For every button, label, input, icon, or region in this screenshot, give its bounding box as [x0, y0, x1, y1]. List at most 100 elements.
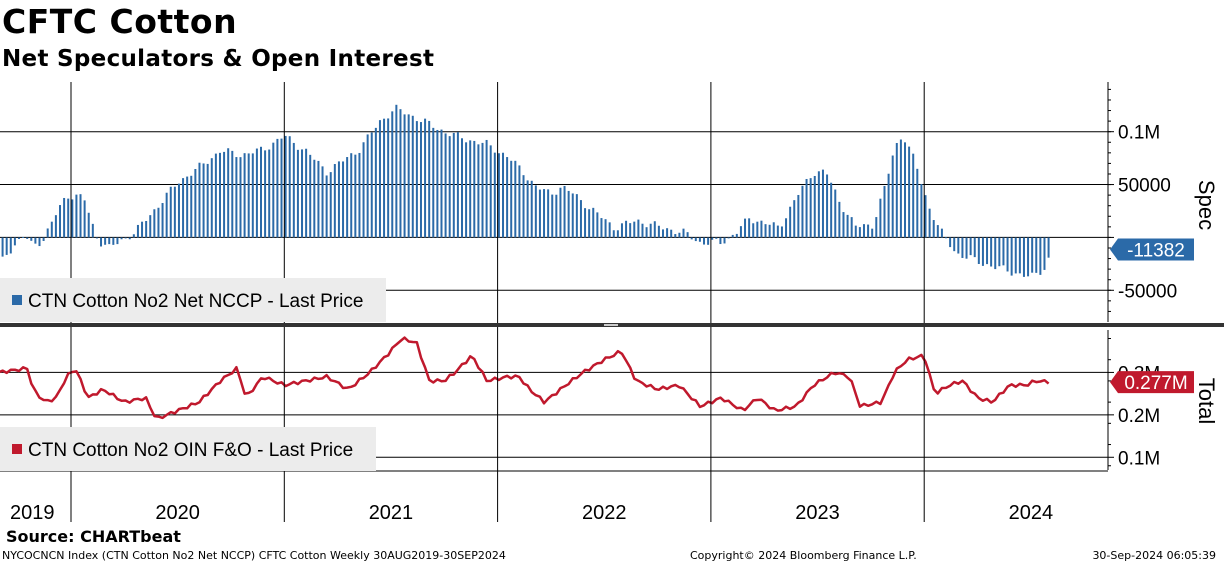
spec-bar: [986, 237, 989, 265]
spec-bar: [333, 164, 336, 238]
spec-bar: [71, 199, 74, 238]
spec-bar: [760, 220, 763, 238]
spec-bar: [793, 200, 796, 238]
spec-bar: [522, 175, 525, 238]
spec-bar: [842, 212, 845, 238]
spec-bar: [579, 200, 582, 238]
x-year-label: 2021: [369, 502, 414, 524]
spec-bar: [530, 180, 533, 238]
spec-bar: [87, 212, 90, 238]
spec-bar: [690, 237, 693, 240]
spec-bar: [879, 198, 882, 238]
spec-bar: [637, 219, 640, 238]
spec-bar: [370, 132, 373, 238]
spec-ytick-label: 50000: [1118, 176, 1171, 197]
spec-bar: [608, 222, 611, 238]
spec-bar: [735, 233, 738, 238]
spec-bar: [940, 228, 943, 238]
spec-bar: [920, 183, 923, 238]
spec-bar: [834, 189, 837, 238]
spec-bar: [936, 225, 939, 238]
spec-bar: [477, 144, 480, 238]
spec-bar: [666, 228, 669, 238]
spec-bar: [887, 173, 890, 238]
spec-legend-swatch: [12, 295, 22, 305]
spec-bar: [440, 129, 443, 238]
spec-bar: [268, 149, 271, 238]
spec-bar: [567, 190, 570, 238]
spec-bar: [276, 138, 279, 238]
spec-bar: [1002, 237, 1005, 266]
spec-bar: [875, 217, 878, 238]
spec-bar: [1014, 237, 1017, 274]
spec-bar: [674, 234, 677, 238]
spec-bar: [346, 157, 349, 238]
spec-bar: [489, 145, 492, 238]
spec-bar: [448, 136, 451, 238]
spec-bar: [846, 214, 849, 238]
spec-bar: [883, 185, 886, 238]
spec-bar: [563, 185, 566, 238]
spec-bar: [670, 229, 673, 238]
spec-bar: [153, 209, 156, 238]
spec-bar: [456, 132, 459, 238]
spec-bar: [391, 111, 394, 238]
spec-bar: [75, 194, 78, 238]
spec-bar: [210, 158, 213, 238]
spec-bar: [817, 171, 820, 238]
spec-bar: [309, 154, 312, 238]
spec-legend-label: CTN Cotton No2 Net NCCP - Last Price: [28, 291, 363, 312]
spec-bar: [26, 237, 29, 239]
spec-bar: [748, 218, 751, 238]
spec-bar: [526, 180, 529, 238]
spec-bar: [460, 138, 463, 238]
spec-bar: [411, 115, 414, 238]
spec-bar: [596, 212, 599, 238]
spec-bar: [797, 194, 800, 238]
timestamp: 30-Sep-2024 06:05:39: [1092, 549, 1216, 562]
spec-bar: [296, 149, 299, 238]
security-description: NYCOCNCN Index (CTN Cotton No2 Net NCCP)…: [2, 549, 506, 562]
spec-bar: [707, 237, 710, 245]
spec-bar: [342, 161, 345, 238]
spec-bar: [235, 157, 238, 238]
spec-bar: [50, 221, 53, 238]
spec-bar: [715, 237, 718, 239]
spec-bar: [801, 185, 804, 238]
spec-last-value-tag-bg: [1110, 238, 1194, 261]
spec-bar: [682, 228, 685, 238]
spec-bar: [600, 218, 603, 238]
spec-bar: [657, 225, 660, 238]
spec-bar: [100, 237, 103, 247]
spec-bar: [744, 218, 747, 238]
spec-bar: [895, 142, 898, 238]
spec-bar: [871, 228, 874, 238]
spec-bar: [95, 237, 98, 239]
spec-bar: [1010, 237, 1013, 276]
spec-bar: [182, 178, 185, 238]
x-year-label: 2022: [582, 502, 627, 524]
spec-bar: [612, 230, 615, 238]
spec-bar: [493, 152, 496, 238]
spec-bar: [698, 237, 701, 242]
spec-bar: [821, 169, 824, 238]
spec-bar: [177, 183, 180, 238]
spec-bar: [686, 232, 689, 238]
spec-bar: [104, 237, 107, 245]
spec-bar: [403, 114, 406, 238]
spec-bar: [694, 237, 697, 242]
spec-bar: [629, 223, 632, 238]
spec-bar: [108, 237, 111, 245]
spec-bar: [678, 232, 681, 238]
spec-bar: [534, 185, 537, 238]
spec-bar: [826, 174, 829, 238]
spec-bar: [305, 148, 308, 238]
spec-bar: [538, 189, 541, 238]
spec-bar: [1047, 237, 1050, 258]
spec-bar: [186, 176, 189, 238]
spec-bar: [969, 237, 972, 256]
spec-bar: [424, 118, 427, 238]
spec-bar: [752, 223, 755, 238]
spec-bar: [321, 166, 324, 238]
spec-bar: [473, 140, 476, 238]
